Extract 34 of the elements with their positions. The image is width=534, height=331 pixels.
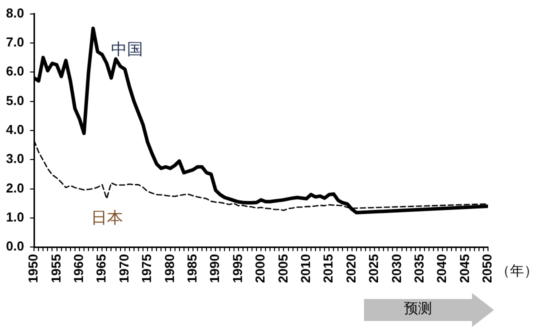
arrow-icon: 预测 [364, 293, 494, 327]
x-tick-label: 2035 [411, 254, 426, 283]
x-tick-label: 2045 [456, 254, 472, 283]
x-tick-label: 1990 [207, 254, 222, 283]
y-tick-label: 3.0 [6, 151, 24, 166]
y-tick-label: 7.0 [6, 34, 24, 50]
x-tick-label: 2000 [252, 254, 268, 283]
x-tick-label: 2040 [434, 254, 450, 283]
x-tick-label: 1995 [230, 254, 245, 283]
y-tick-label: 1.0 [6, 210, 24, 224]
y-tick-label: 8.0 [6, 5, 24, 20]
series-label: 日本 [91, 208, 124, 227]
x-tick-label: 2050 [480, 254, 495, 283]
x-tick-label: 2015 [320, 254, 336, 283]
x-tick-label: 2010 [298, 254, 314, 283]
x-tick-label: 1955 [48, 254, 64, 283]
x-tick-label: 1965 [94, 254, 109, 283]
x-tick-label: 2005 [275, 254, 290, 283]
x-axis-title: （年） [496, 264, 534, 280]
x-tick-label: 1960 [71, 254, 86, 283]
y-tick-label: 2.0 [6, 180, 24, 196]
x-tick-label: 2020 [343, 254, 358, 283]
y-tick-label: 0.0 [6, 238, 24, 254]
y-tick-label: 4.0 [6, 122, 24, 138]
x-tick-label: 1985 [184, 254, 200, 283]
x-tick-label: 1975 [139, 254, 154, 283]
x-tick-label: 2030 [388, 254, 404, 283]
x-tick-label: 1980 [162, 254, 177, 283]
x-tick-label: 1970 [116, 254, 132, 283]
y-tick-label: 6.0 [6, 64, 24, 79]
x-tick-label: 2025 [366, 254, 382, 283]
x-tick-label: 1950 [26, 254, 41, 283]
series-label: 中国 [111, 40, 144, 59]
y-tick-label: 5.0 [6, 92, 24, 108]
